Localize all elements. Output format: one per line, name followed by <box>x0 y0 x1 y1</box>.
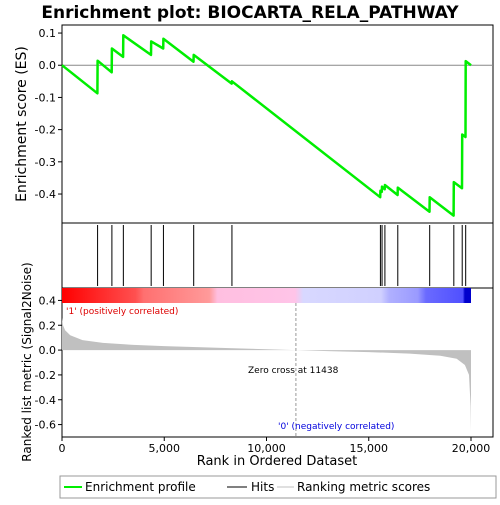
es-tick-label: 0.1 <box>39 27 57 40</box>
metric-tick-label: 0.2 <box>39 319 57 332</box>
rank-color-bar <box>62 288 471 303</box>
negative-correlation-label: '0' (negatively correlated) <box>278 422 394 432</box>
es-tick-label: -0.2 <box>35 124 56 137</box>
es-axis: 0.1 0.0 -0.1 -0.2 -0.3 -0.4 <box>35 27 62 201</box>
es-tick-label: -0.1 <box>35 91 56 104</box>
legend: Enrichment profile Hits Ranking metric s… <box>59 475 497 499</box>
legend-enrichment-label: Enrichment profile <box>85 480 196 494</box>
es-axis-label: Enrichment score (ES) <box>14 46 30 202</box>
enrichment-profile-line <box>61 34 472 217</box>
metric-tick-label: -0.2 <box>35 369 56 382</box>
metric-axis: 0.4 0.2 0.0 -0.2 -0.4 -0.6 <box>35 294 62 432</box>
positive-correlation-label: '1' (positively correlated) <box>66 307 178 317</box>
metric-axis-label: Ranked list metric (Signal2Noise) <box>20 262 34 461</box>
es-tick-label: -0.3 <box>35 156 56 169</box>
metric-tick-label: 0.4 <box>39 294 57 307</box>
x-tick-label: 20,000 <box>452 442 491 455</box>
hits-marks <box>97 225 467 286</box>
metric-tick-label: 0.0 <box>39 344 57 357</box>
metric-tick-label: -0.6 <box>35 419 56 432</box>
es-tick-label: 0.0 <box>39 59 57 72</box>
enrichment-panel-frame <box>61 24 494 224</box>
legend-hits-label: Hits <box>251 480 274 494</box>
chart-title: Enrichment plot: BIOCARTA_RELA_PATHWAY <box>41 3 459 23</box>
x-axis: 0 5,000 10,000 15,000 20,000 <box>59 437 491 455</box>
ranking-metric-area <box>62 317 471 432</box>
metric-tick-label: -0.4 <box>35 394 56 407</box>
es-tick-label: -0.4 <box>35 188 56 201</box>
legend-metric-label: Ranking metric scores <box>297 480 430 494</box>
x-tick-label: 5,000 <box>149 442 181 455</box>
x-tick-label: 0 <box>59 442 66 455</box>
hits-panel-frame <box>61 222 494 289</box>
zero-cross-label: Zero cross at 11438 <box>248 366 339 376</box>
x-axis-label: Rank in Ordered Dataset <box>197 454 358 469</box>
x-tick-label: 15,000 <box>350 442 389 455</box>
x-tick-label: 10,000 <box>247 442 286 455</box>
